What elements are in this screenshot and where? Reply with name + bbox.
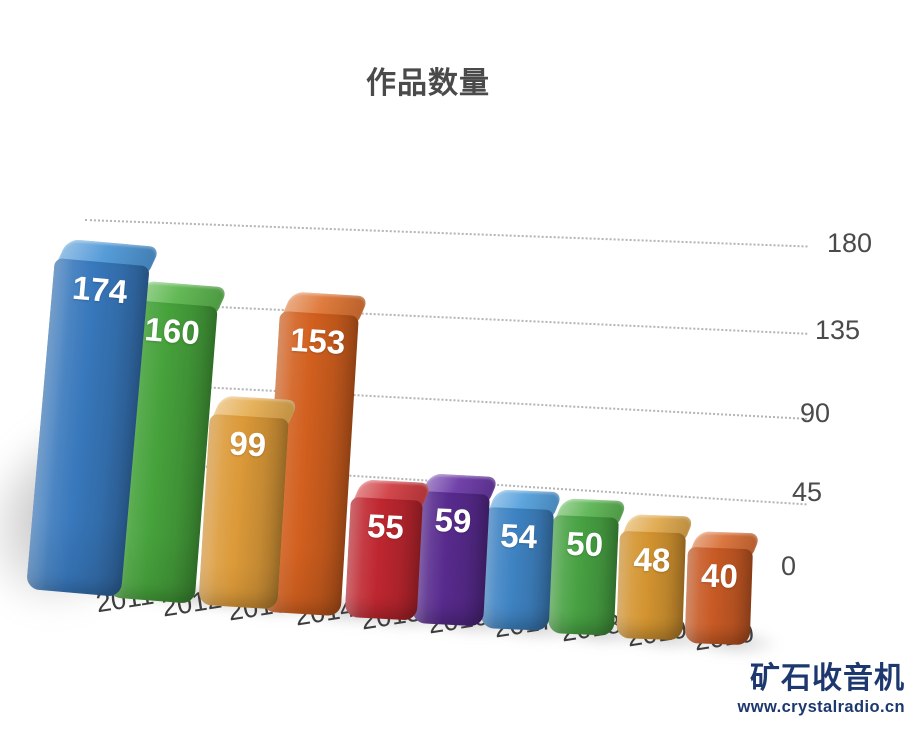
bar-value-label: 54 — [499, 516, 538, 556]
bar-2019: 48 — [616, 514, 695, 641]
bar-value-label: 174 — [70, 268, 129, 311]
bar-front-face: 54 — [480, 507, 554, 631]
y-axis-label: 135 — [815, 315, 861, 345]
watermark-site-name: 矿石收音机 — [750, 662, 905, 695]
bar-2020: 40 — [684, 531, 762, 646]
bar-value-label: 48 — [633, 540, 672, 579]
bar-front-face: 48 — [616, 531, 686, 641]
bar-value-label: 50 — [565, 524, 604, 564]
chart-title: 作品数量 — [366, 67, 490, 100]
bar-front-face: 99 — [198, 414, 289, 610]
bar-front-face: 55 — [344, 497, 423, 621]
gridline — [84, 219, 808, 248]
bar-2017: 54 — [480, 489, 564, 631]
bar-2013: 99 — [198, 395, 299, 610]
y-axis-label: 45 — [792, 477, 823, 507]
bar-value-label: 59 — [433, 500, 473, 540]
bar-front-face: 59 — [412, 491, 490, 627]
bar-value-label: 55 — [366, 506, 405, 546]
y-axis-label: 0 — [781, 551, 797, 581]
watermark: 矿石收音机 www.crystalradio.cn — [738, 660, 905, 717]
bar-value-label: 99 — [228, 424, 268, 464]
y-axis-label: 90 — [800, 398, 831, 428]
watermark-site-url: www.crystalradio.cn — [737, 697, 905, 716]
bar-front-face: 50 — [547, 515, 619, 636]
y-axis-label: 180 — [827, 228, 873, 258]
bar-2015: 55 — [344, 479, 433, 621]
bar-front-face: 40 — [684, 547, 753, 646]
bar-value-label: 40 — [700, 556, 739, 595]
bar-2016: 59 — [412, 473, 500, 627]
bar-value-label: 153 — [289, 320, 347, 362]
bar-2018: 50 — [547, 498, 628, 636]
